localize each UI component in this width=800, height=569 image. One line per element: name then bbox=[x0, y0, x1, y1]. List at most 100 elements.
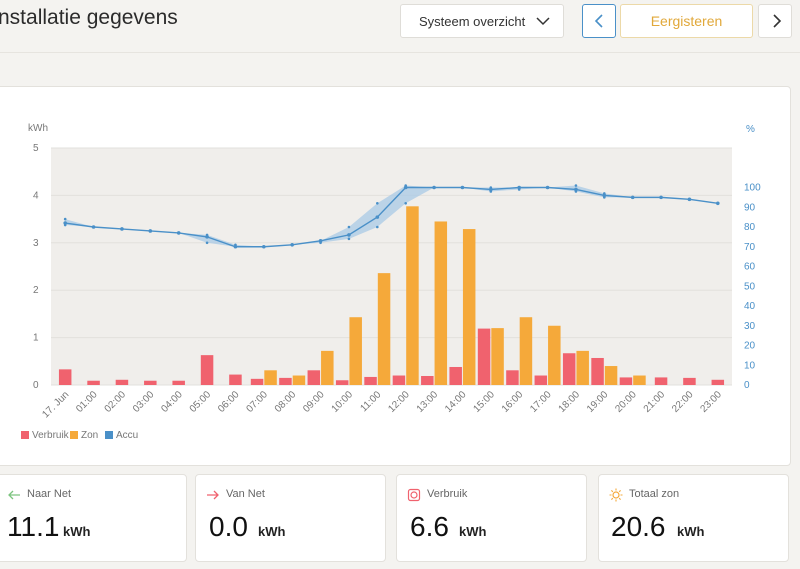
x-tick-label: 03:00 bbox=[131, 389, 157, 415]
next-day-button[interactable] bbox=[758, 4, 792, 38]
accu-range-point bbox=[574, 184, 578, 187]
accu-range-point bbox=[63, 223, 67, 227]
bar-verbruik bbox=[449, 366, 462, 385]
stat-value: 6.6 bbox=[410, 511, 449, 542]
accu-point bbox=[602, 193, 607, 198]
date-button[interactable]: Eergisteren bbox=[620, 4, 753, 38]
bar-zon bbox=[462, 229, 476, 385]
sun-icon bbox=[609, 488, 623, 502]
arrow-left-icon bbox=[8, 490, 20, 500]
accu-range-point bbox=[376, 202, 379, 205]
bar-zon bbox=[434, 221, 448, 385]
accu-point bbox=[176, 231, 181, 235]
x-tick-label: 23:00 bbox=[698, 389, 724, 415]
left-tick-label: 1 bbox=[33, 333, 39, 344]
arrow-right-icon bbox=[207, 490, 219, 500]
stat-card-totaal-zon: Totaal zon 20.6 kWh bbox=[598, 474, 789, 562]
bar-verbruik bbox=[200, 355, 214, 385]
bar-zon bbox=[377, 273, 391, 385]
stat-value: 0.0 bbox=[209, 511, 248, 542]
bar-verbruik bbox=[654, 377, 668, 385]
bar-zon bbox=[406, 206, 419, 385]
bar-verbruik bbox=[421, 375, 434, 385]
x-tick-label: 21:00 bbox=[642, 389, 668, 415]
x-tick-label: 12:00 bbox=[386, 389, 412, 415]
left-tick-label: 5 bbox=[33, 143, 39, 154]
legend-label: Verbruik bbox=[32, 430, 70, 441]
accu-point bbox=[262, 244, 266, 249]
accu-point bbox=[205, 235, 209, 239]
x-tick-label: 20:00 bbox=[613, 389, 639, 415]
stat-value: 11.1 bbox=[7, 511, 60, 542]
bar-verbruik bbox=[534, 375, 548, 385]
x-tick-label: 09:00 bbox=[301, 389, 327, 415]
view-select[interactable]: Systeem overzicht bbox=[400, 4, 564, 38]
accu-point bbox=[290, 242, 294, 247]
bar-verbruik bbox=[279, 377, 292, 385]
stat-label: Van Net bbox=[226, 488, 265, 500]
chart-card: 0 1 2 3 4 5 0 10 20 30 40 50 60 70 80 90 100 17. Jun 01:… bbox=[0, 86, 791, 466]
x-tick-label: 07:00 bbox=[244, 389, 270, 415]
chevron-down-icon bbox=[536, 17, 550, 26]
plot-area bbox=[51, 148, 732, 385]
stat-label: Totaal zon bbox=[629, 488, 680, 500]
accu-point bbox=[63, 221, 67, 225]
bar-verbruik bbox=[172, 380, 185, 385]
view-select-value: Systeem overzicht bbox=[419, 14, 526, 29]
accu-range-point bbox=[517, 188, 521, 191]
bar-zon bbox=[321, 350, 334, 385]
accu-range-point bbox=[489, 190, 493, 193]
x-tick-label: 18:00 bbox=[557, 389, 583, 415]
right-tick-label: 70 bbox=[744, 242, 756, 253]
accu-point bbox=[687, 197, 692, 202]
legend-swatch bbox=[105, 431, 113, 439]
accu-line bbox=[65, 186, 718, 248]
bar-verbruik bbox=[683, 377, 696, 385]
bar-zon bbox=[519, 317, 533, 385]
x-tick-label: 05:00 bbox=[188, 389, 214, 415]
accu-range-point bbox=[234, 243, 237, 247]
bar-verbruik bbox=[591, 357, 604, 385]
x-tick-label: 02:00 bbox=[103, 389, 129, 415]
top-bar: nstallatie gegevens Systeem overzicht Ee… bbox=[0, 0, 800, 53]
left-tick-label: 3 bbox=[33, 238, 39, 249]
accu-range-point bbox=[376, 225, 379, 229]
accu-point bbox=[148, 229, 153, 233]
bar-zon bbox=[576, 350, 589, 385]
bar-verbruik bbox=[87, 380, 100, 385]
bar-verbruik bbox=[506, 370, 519, 385]
accu-point bbox=[318, 239, 323, 243]
bar-verbruik bbox=[335, 380, 349, 385]
stat-unit: kWh bbox=[258, 524, 286, 539]
bar-verbruik bbox=[562, 353, 576, 385]
bar-zon bbox=[491, 328, 504, 385]
legend-swatch bbox=[70, 431, 78, 439]
accu-range-point bbox=[205, 233, 209, 237]
bar-zon bbox=[292, 375, 306, 385]
accu-point bbox=[120, 227, 124, 231]
x-tick-label: 17. Jun bbox=[40, 389, 71, 420]
accu-point bbox=[375, 215, 380, 219]
bar-verbruik bbox=[392, 375, 406, 385]
bar-zon bbox=[264, 370, 277, 385]
accu-point bbox=[659, 195, 663, 200]
bar-zon bbox=[548, 325, 561, 385]
accu-range-point bbox=[347, 225, 351, 229]
stat-card-naar-net: Naar Net 11.1 kWh bbox=[0, 474, 187, 562]
x-tick-label: 06:00 bbox=[216, 389, 242, 415]
previous-day-button[interactable] bbox=[582, 4, 616, 38]
right-tick-label: 10 bbox=[744, 360, 756, 371]
bar-verbruik bbox=[115, 379, 129, 385]
accu-point bbox=[91, 225, 96, 229]
bar-zon bbox=[349, 317, 362, 385]
x-tick-label: 01:00 bbox=[74, 389, 100, 415]
right-tick-label: 40 bbox=[744, 301, 756, 312]
accu-point bbox=[716, 201, 720, 206]
page-title: nstallatie gegevens bbox=[0, 6, 178, 29]
stat-card-van-net: Van Net 0.0 kWh bbox=[195, 474, 386, 562]
legend-label: Accu bbox=[116, 430, 138, 441]
stat-unit: kWh bbox=[677, 524, 705, 539]
accu-range-point bbox=[205, 241, 209, 245]
accu-range-point bbox=[489, 186, 493, 189]
right-tick-label: 80 bbox=[744, 222, 756, 233]
